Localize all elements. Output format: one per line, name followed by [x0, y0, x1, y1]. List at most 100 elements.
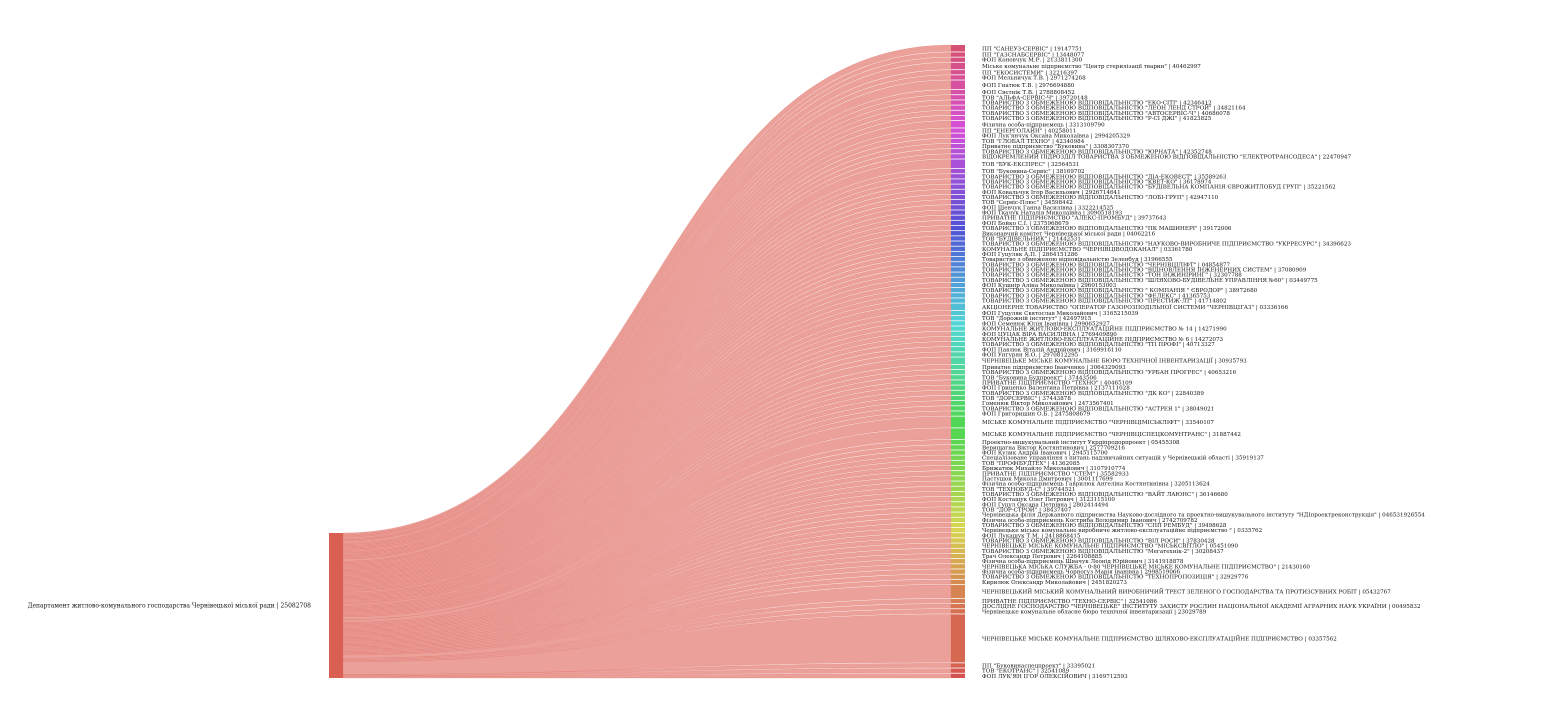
target-node[interactable]: [951, 133, 965, 138]
sankey-link[interactable]: [342, 230, 952, 577]
target-node[interactable]: [951, 110, 965, 116]
target-node[interactable]: [951, 251, 965, 257]
target-node[interactable]: [951, 45, 965, 52]
target-node[interactable]: [951, 428, 965, 440]
target-node[interactable]: [951, 154, 965, 159]
target-node[interactable]: [951, 200, 965, 205]
sankey-link[interactable]: [342, 406, 952, 616]
target-node[interactable]: [951, 481, 965, 486]
sankey-link[interactable]: [342, 668, 952, 678]
target-node[interactable]: [951, 210, 965, 215]
target-node[interactable]: [951, 282, 965, 288]
sankey-link[interactable]: [342, 179, 952, 565]
sankey-link[interactable]: [342, 465, 952, 630]
sankey-link[interactable]: [342, 476, 952, 632]
target-node[interactable]: [951, 527, 965, 533]
target-node[interactable]: [951, 336, 965, 342]
target-node[interactable]: [951, 347, 965, 352]
source-node[interactable]: [329, 533, 343, 678]
target-node[interactable]: [951, 321, 965, 326]
target-node[interactable]: [951, 491, 965, 497]
target-node[interactable]: [951, 668, 965, 673]
target-node[interactable]: [951, 143, 965, 149]
target-node[interactable]: [951, 121, 965, 128]
target-node[interactable]: [951, 75, 965, 80]
sankey-link[interactable]: [342, 374, 952, 609]
target-node[interactable]: [951, 559, 965, 564]
sankey-link[interactable]: [342, 210, 952, 572]
target-node[interactable]: [951, 543, 965, 548]
sankey-link[interactable]: [342, 416, 952, 620]
sankey-link[interactable]: [342, 138, 952, 556]
sankey-link[interactable]: [342, 220, 952, 575]
sankey-link[interactable]: [342, 385, 952, 612]
target-node[interactable]: [951, 168, 965, 174]
target-node[interactable]: [951, 496, 965, 502]
target-node[interactable]: [951, 298, 965, 303]
target-node[interactable]: [951, 673, 965, 678]
target-node[interactable]: [951, 80, 965, 90]
target-node[interactable]: [951, 375, 965, 380]
target-node[interactable]: [951, 401, 965, 406]
target-node[interactable]: [951, 455, 965, 460]
target-node[interactable]: [951, 95, 965, 100]
sankey-link[interactable]: [342, 189, 952, 568]
sankey-link[interactable]: [342, 507, 952, 639]
target-node[interactable]: [951, 609, 965, 614]
target-node[interactable]: [951, 538, 965, 543]
target-node[interactable]: [951, 159, 965, 169]
target-node[interactable]: [951, 105, 965, 110]
target-node[interactable]: [951, 445, 965, 450]
target-node[interactable]: [951, 604, 965, 609]
target-node[interactable]: [951, 267, 965, 272]
target-node[interactable]: [951, 194, 965, 200]
sankey-link[interactable]: [342, 261, 952, 584]
target-node[interactable]: [951, 411, 965, 416]
target-node[interactable]: [951, 512, 965, 517]
sankey-link[interactable]: [342, 395, 952, 614]
target-node[interactable]: [951, 225, 965, 231]
target-node[interactable]: [951, 220, 965, 226]
target-node[interactable]: [951, 357, 965, 365]
target-node[interactable]: [951, 569, 965, 574]
sankey-link[interactable]: [342, 455, 952, 628]
target-node[interactable]: [951, 246, 965, 251]
target-node[interactable]: [951, 465, 965, 471]
target-node[interactable]: [951, 522, 965, 528]
target-node[interactable]: [951, 231, 965, 236]
target-node[interactable]: [951, 450, 965, 455]
target-node[interactable]: [951, 507, 965, 512]
sankey-link[interactable]: [342, 241, 952, 579]
target-node[interactable]: [951, 390, 965, 396]
target-node[interactable]: [951, 57, 965, 62]
target-node[interactable]: [951, 174, 965, 179]
target-node[interactable]: [951, 440, 965, 445]
target-node[interactable]: [951, 517, 965, 523]
target-node[interactable]: [951, 241, 965, 246]
target-node[interactable]: [951, 579, 965, 585]
sankey-link[interactable]: [342, 44, 952, 535]
target-node[interactable]: [951, 369, 965, 375]
sankey-link[interactable]: [342, 199, 952, 570]
sankey-link[interactable]: [342, 251, 952, 582]
target-node[interactable]: [951, 460, 965, 466]
sankey-link[interactable]: [342, 496, 952, 637]
target-node[interactable]: [951, 533, 965, 538]
target-node[interactable]: [951, 471, 965, 476]
target-node[interactable]: [951, 416, 965, 428]
sankey-link[interactable]: [342, 168, 952, 563]
target-node[interactable]: [951, 364, 965, 370]
target-node[interactable]: [951, 262, 965, 267]
sankey-link[interactable]: [342, 428, 952, 623]
target-node[interactable]: [951, 256, 965, 262]
target-node[interactable]: [951, 70, 965, 75]
target-node[interactable]: [951, 385, 965, 390]
target-node[interactable]: [951, 184, 965, 189]
target-node[interactable]: [951, 352, 965, 357]
target-node[interactable]: [951, 205, 965, 210]
target-node[interactable]: [951, 115, 965, 121]
target-node[interactable]: [951, 149, 965, 154]
sankey-link[interactable]: [342, 292, 952, 591]
sankey-link[interactable]: [342, 148, 952, 559]
target-node[interactable]: [951, 476, 965, 481]
